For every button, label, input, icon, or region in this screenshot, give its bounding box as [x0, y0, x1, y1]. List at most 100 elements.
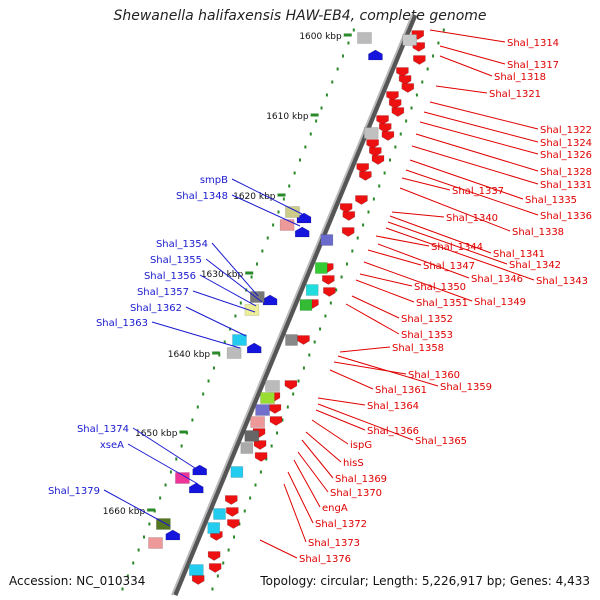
gene-label-left[interactable]: Shal_1379	[48, 486, 100, 497]
reverse-gene-arrow	[355, 195, 368, 205]
gene-label-right[interactable]: engA	[322, 503, 348, 514]
forward-gene-arrow	[294, 226, 310, 238]
right-leader	[283, 483, 307, 543]
right-leader	[439, 55, 493, 77]
gene-box	[315, 262, 328, 274]
gene-label-right[interactable]: Shal_1360	[408, 370, 460, 381]
reverse-gene-arrow	[322, 275, 335, 285]
gene-label-right[interactable]: Shal_1336	[540, 211, 592, 222]
gene-label-right[interactable]: Shal_1365	[415, 436, 467, 447]
gene-label-right[interactable]: Shal_1322	[540, 125, 592, 136]
gene-label-right[interactable]: Shal_1364	[367, 401, 419, 412]
gene-box	[357, 32, 372, 44]
right-leader	[419, 121, 539, 155]
gene-label-right[interactable]: Shal_1349	[474, 297, 526, 308]
left-track-dot	[277, 210, 280, 214]
gene-label-right[interactable]: Shal_1373	[308, 538, 360, 549]
right-leader	[367, 249, 422, 266]
gene-label-right[interactable]: Shal_1338	[512, 227, 564, 238]
genome-backbone	[171, 14, 418, 596]
right-track-dot	[415, 93, 418, 97]
gene-label-right[interactable]: Shal_1358	[392, 343, 444, 354]
right-leader	[409, 159, 524, 200]
left-track-dot	[336, 67, 339, 71]
gene-label-right[interactable]: Shal_1318	[494, 72, 546, 83]
right-leader	[287, 471, 314, 524]
reverse-gene-arrow	[341, 227, 355, 237]
gene-label-right[interactable]: Shal_1346	[471, 274, 523, 285]
gene-label-left[interactable]: Shal_1354	[156, 239, 208, 250]
gene-label-right[interactable]: Shal_1321	[489, 89, 541, 100]
right-leader	[259, 539, 298, 559]
right-leader	[375, 235, 430, 247]
left-leader	[231, 178, 303, 215]
left-track-dot	[315, 119, 318, 123]
reverse-gene-arrow	[413, 55, 426, 65]
gene-label-right[interactable]: Shal_1331	[540, 180, 592, 191]
gene-label-right[interactable]: Shal_1352	[401, 314, 453, 325]
gene-label-left[interactable]: Shal_1363	[96, 318, 148, 329]
gene-label-right[interactable]: Shal_1361	[375, 385, 427, 396]
reverse-gene-arrow	[208, 563, 222, 573]
forward-gene-arrow	[296, 212, 312, 224]
reverse-gene-arrow	[268, 404, 282, 414]
gene-label-right[interactable]: Shal_1353	[401, 330, 453, 341]
right-track-dot	[233, 535, 235, 539]
right-leader	[429, 29, 506, 43]
right-leader	[391, 211, 445, 218]
left-leader	[199, 274, 257, 307]
gene-label-left[interactable]: Shal_1355	[150, 255, 202, 266]
right-track-dot	[405, 119, 408, 123]
gene-label-left[interactable]: Shal_1362	[130, 303, 182, 314]
left-track-dot	[250, 275, 253, 279]
right-track-dot	[367, 210, 370, 214]
right-leader	[333, 361, 407, 375]
right-track-dot	[335, 288, 338, 292]
left-track-dot	[282, 197, 285, 201]
gene-label-right[interactable]: Shal_1335	[525, 195, 577, 206]
gene-label-right[interactable]: Shal_1370	[330, 488, 382, 499]
gene-label-left[interactable]: smpB	[200, 175, 228, 186]
reverse-gene-arrow	[342, 211, 356, 221]
left-leader	[192, 290, 256, 313]
gene-label-right[interactable]: Shal_1324	[540, 138, 592, 149]
gene-label-right[interactable]: Shal_1376	[299, 554, 351, 565]
gene-label-right[interactable]: Shal_1340	[446, 213, 498, 224]
gene-label-right[interactable]: Shal_1343	[536, 276, 588, 287]
right-track-dot	[319, 327, 322, 331]
right-track-dot	[340, 275, 343, 279]
gene-label-left[interactable]: Shal_1356	[144, 271, 196, 282]
gene-label-right[interactable]: ispG	[350, 440, 372, 451]
left-leader	[231, 194, 301, 227]
gene-label-right[interactable]: Shal_1342	[509, 260, 561, 271]
right-track-dot	[270, 444, 273, 448]
gene-label-left[interactable]: Shal_1374	[77, 424, 129, 435]
backbone-highlight	[171, 14, 413, 596]
gene-label-right[interactable]: Shal_1366	[367, 426, 419, 437]
gene-label-right[interactable]: Shal_1344	[431, 242, 483, 253]
gene-label-left[interactable]: xseA	[100, 440, 124, 451]
gene-label-right[interactable]: hisS	[343, 458, 364, 469]
right-track-dot	[383, 171, 386, 175]
gene-label-right[interactable]: Shal_1326	[540, 150, 592, 161]
gene-label-right[interactable]: Shal_1341	[493, 249, 545, 260]
gene-label-right[interactable]: Shal_1347	[423, 261, 475, 272]
gene-label-right[interactable]: Shal_1369	[335, 474, 387, 485]
right-leader	[345, 303, 400, 335]
gene-label-right[interactable]: Shal_1351	[416, 298, 468, 309]
gene-label-left[interactable]: Shal_1357	[137, 287, 189, 298]
gene-label-right[interactable]: Shal_1328	[540, 167, 592, 178]
gene-label-right[interactable]: Shal_1350	[414, 282, 466, 293]
reverse-gene-arrow	[269, 416, 283, 426]
right-track-dot	[345, 262, 348, 266]
gene-label-right[interactable]: Shal_1314	[507, 38, 559, 49]
left-track-dot	[234, 314, 237, 318]
gene-label-left[interactable]: Shal_1348	[176, 191, 228, 202]
gene-label-right[interactable]: Shal_1317	[507, 60, 559, 71]
right-track-dot	[356, 236, 359, 240]
gene-label-right[interactable]: Shal_1372	[315, 519, 367, 530]
gene-label-right[interactable]: Shal_1359	[440, 382, 492, 393]
gene-label-right[interactable]: Shal_1337	[452, 186, 504, 197]
left-track-dot	[223, 340, 226, 344]
gene-labels[interactable]: smpB Shal_1348 Shal_1354 Shal_1355 Shal_1356…	[48, 38, 592, 565]
